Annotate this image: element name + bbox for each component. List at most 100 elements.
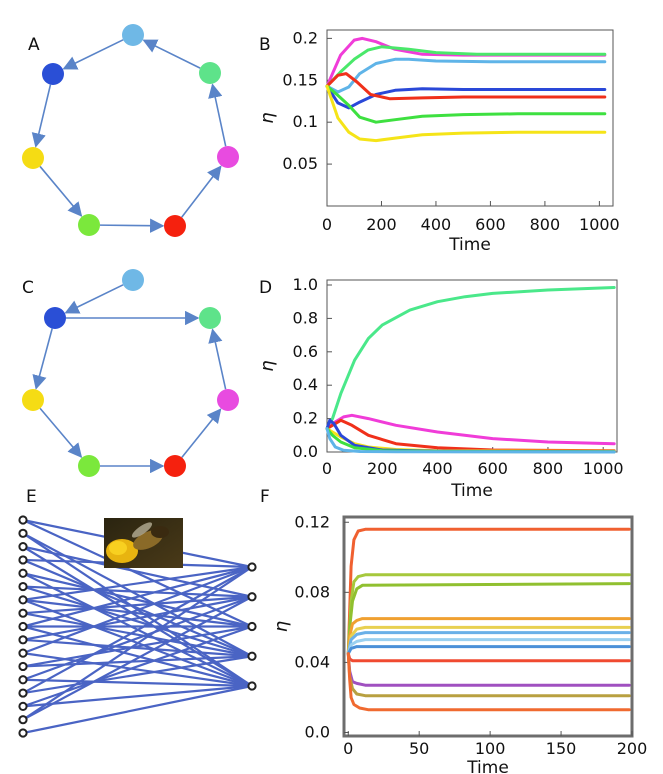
x-tick-label: 50 (409, 739, 429, 758)
bipartite-node (18, 595, 28, 605)
y-tick-label: 0.1 (293, 112, 318, 131)
x-tick-label: 200 (617, 739, 648, 758)
bipartite-edge (22, 565, 253, 655)
graph-edge (208, 328, 227, 390)
bipartite-node (247, 562, 257, 572)
graph-edge (208, 83, 227, 147)
network-graph-a (22, 24, 239, 237)
graph-node (199, 62, 221, 84)
x-axis-label: Time (450, 481, 493, 501)
bipartite-edge (22, 684, 253, 735)
bipartite-edge (22, 625, 253, 668)
bipartite-node (247, 592, 257, 602)
x-tick-label: 200 (367, 459, 398, 478)
bipartite-edge (22, 684, 253, 708)
bipartite-edge (22, 678, 253, 688)
y-tick-label: 0.8 (293, 308, 318, 327)
bipartite-node (18, 715, 28, 725)
y-tick-label: 0.2 (293, 28, 318, 47)
graph-edge (31, 84, 52, 148)
graph-edge (39, 407, 83, 458)
y-tick-label: 0.08 (294, 582, 330, 601)
panel-label-c: C (22, 278, 34, 298)
bipartite-node (18, 621, 28, 632)
plot-frame (326, 279, 618, 453)
plot-frame (342, 515, 634, 738)
graph-node (217, 389, 239, 411)
series-line (325, 413, 616, 446)
y-axis-label: η (271, 621, 292, 632)
series-line (346, 652, 631, 712)
panel-label-f: F (260, 487, 270, 507)
bipartite-edge (22, 655, 253, 695)
panel-label-e: E (26, 487, 37, 507)
y-tick-label: 0.04 (294, 652, 330, 671)
bipartite-node (247, 651, 257, 661)
graph-node (122, 24, 144, 46)
series-line (346, 652, 631, 663)
graph-edge (64, 284, 124, 314)
series-line (325, 286, 616, 431)
y-tick-label: 0.6 (293, 342, 318, 361)
x-tick-label: 150 (546, 739, 577, 758)
graph-node (78, 455, 100, 477)
graph-edge (32, 328, 53, 390)
x-tick-label: 200 (366, 215, 397, 234)
bipartite-node (18, 661, 28, 672)
panel-label-d: D (259, 278, 272, 298)
bipartite-node (18, 675, 28, 685)
plot-frame (326, 29, 614, 207)
bipartite-node (18, 515, 28, 525)
bipartite-network-e (18, 515, 257, 738)
chart-b: 0 200 400 600 800 1000 0.05 0.1 0.15 0.2 Time η (257, 28, 620, 255)
series-line (346, 527, 631, 656)
graph-node (78, 214, 100, 236)
panel-label-b: B (259, 35, 271, 55)
bipartite-edge (22, 625, 253, 688)
bipartite-edge (22, 519, 253, 628)
bipartite-node (18, 728, 28, 738)
bipartite-edge (22, 585, 253, 658)
series-line (346, 645, 631, 656)
bipartite-edge (22, 652, 253, 688)
bipartite-node (247, 621, 257, 632)
series-line (346, 573, 631, 656)
series-line (346, 652, 631, 687)
bipartite-edge (22, 595, 253, 681)
series-line (325, 84, 607, 110)
bipartite-node (18, 555, 28, 565)
y-tick-label: 0.4 (293, 375, 318, 394)
network-graph-c (22, 269, 239, 477)
graph-edge (181, 165, 222, 218)
x-tick-label: 600 (477, 459, 508, 478)
x-tick-label: 600 (475, 215, 506, 234)
graph-node (22, 147, 44, 169)
bipartite-node (18, 581, 28, 592)
x-tick-label: 400 (421, 215, 452, 234)
x-tick-label: 1000 (583, 459, 624, 478)
bipartite-edge (22, 595, 253, 721)
bipartite-edge (22, 532, 253, 658)
series-line (325, 84, 607, 124)
bipartite-node (18, 528, 28, 538)
bipartite-node (18, 701, 28, 711)
x-axis-label: Time (448, 235, 491, 255)
graph-edge (39, 165, 83, 217)
y-axis-label: η (257, 112, 278, 123)
bipartite-edge (22, 585, 253, 598)
graph-node (22, 389, 44, 411)
bipartite-node (247, 681, 257, 691)
x-tick-label: 100 (475, 739, 506, 758)
x-tick-label: 400 (422, 459, 453, 478)
x-tick-label: 800 (530, 215, 561, 234)
x-tick-label: 0 (322, 215, 332, 234)
bipartite-node (18, 542, 28, 552)
y-axis-label: η (257, 360, 278, 371)
series-line (325, 57, 607, 94)
bipartite-edge (22, 565, 253, 601)
bipartite-edge (22, 655, 253, 668)
y-tick-label: 0.0 (293, 442, 318, 461)
bee-photo (104, 518, 183, 568)
graph-node (44, 307, 66, 329)
